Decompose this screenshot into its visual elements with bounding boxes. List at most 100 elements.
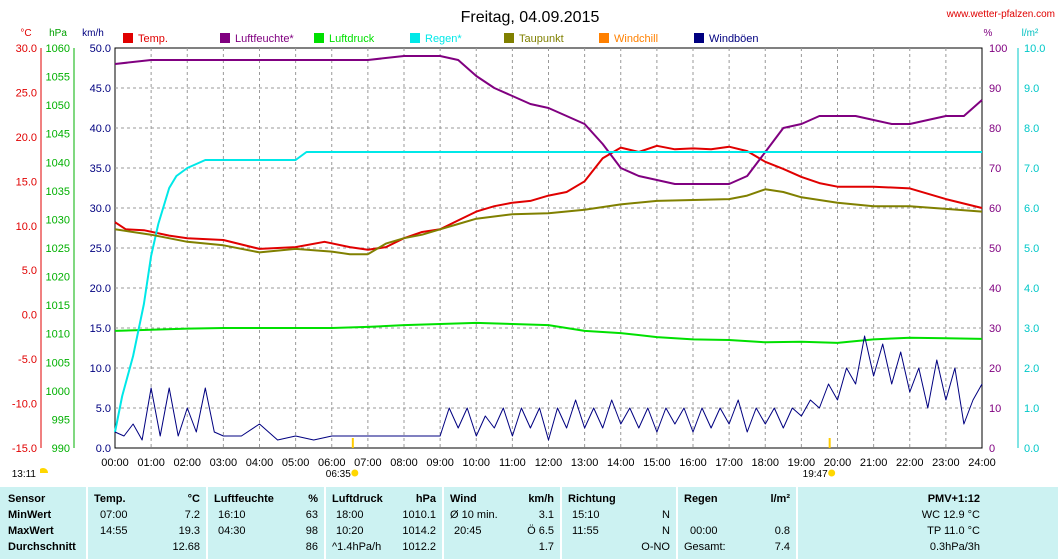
- legend-swatch: [314, 33, 324, 43]
- rain-tick-label: 5.0: [1024, 243, 1039, 255]
- time-tick-label: 03:00: [210, 457, 238, 469]
- sunset-label: 19:47: [803, 469, 828, 480]
- legend: Temp. Luftfeuchte* Luftdruck Regen* Taupunkt…: [123, 33, 759, 45]
- time-tick-label: 07:00: [354, 457, 382, 469]
- press-tick-label: 1040: [46, 157, 70, 169]
- temp-tick-label: 20.0: [16, 132, 37, 144]
- hum-tick-label: 20: [989, 363, 1001, 375]
- dir-min-time: 15:10: [572, 509, 600, 521]
- temp-tick-label: -10.0: [12, 399, 37, 411]
- time-tick-label: 24:00: [968, 457, 996, 469]
- rain-tick-label: 0.0: [1024, 443, 1039, 455]
- series-line-luftfeuchte: [114, 55, 983, 185]
- hum-min: 63: [305, 509, 318, 521]
- time-tick-label: 22:00: [896, 457, 924, 469]
- row-label-min: MinWert: [8, 509, 52, 521]
- pmv-dewpoint: TP 11.0 °C: [927, 525, 980, 537]
- hum-tick-label: 100: [989, 43, 1007, 55]
- hum-tick-label: 40: [989, 283, 1001, 295]
- press-tick-label: 1025: [46, 243, 70, 255]
- series-line-temp: [114, 144, 983, 251]
- rain-tick-label: 9.0: [1024, 83, 1039, 95]
- hum-tick-label: 30: [989, 323, 1001, 335]
- time-tick-label: 09:00: [426, 457, 454, 469]
- temp-tick-label: 10.0: [16, 221, 37, 233]
- wind-tick-label: 40.0: [90, 123, 111, 135]
- sun-markers: 06:35 19:47 13:11: [12, 438, 836, 480]
- temp-min: 7.2: [184, 509, 200, 521]
- x-axis: 00:00 01:00 02:00 03:00 04:00 05:00 06:00 07:00…: [101, 457, 996, 469]
- time-tick-label: 00:00: [101, 457, 129, 469]
- press-tick-label: 1050: [46, 100, 70, 112]
- sunrise-label: 06:35: [326, 469, 351, 480]
- pmv-header: PMV+1:12: [927, 493, 980, 505]
- temp-tick-label: 5.0: [22, 265, 37, 277]
- wind-min: 3.1: [538, 509, 554, 521]
- wind-tick-label: 20.0: [90, 283, 111, 295]
- unit-label: °C: [20, 28, 31, 39]
- press-tick-label: 1005: [46, 357, 70, 369]
- time-tick-label: 21:00: [860, 457, 888, 469]
- wind-tick-label: 35.0: [90, 163, 111, 175]
- hum-avg: 86: [305, 541, 318, 553]
- series-line-taupunkt: [114, 188, 983, 256]
- sunrise-icon: [351, 469, 359, 477]
- legend-label: Regen*: [425, 33, 462, 45]
- time-tick-label: 19:00: [788, 457, 816, 469]
- wind-max: Ö 6.5: [527, 525, 554, 537]
- hum-header: Luftfeuchte: [214, 493, 274, 505]
- hum-max-time: 04:30: [218, 525, 246, 537]
- temp-tick-label: -15.0: [12, 443, 37, 455]
- rain-tick-label: 2.0: [1024, 363, 1039, 375]
- temp-tick-label: 30.0: [16, 43, 37, 55]
- time-tick-label: 05:00: [282, 457, 310, 469]
- axis-unit-labels: °C hPa km/h% l/m²: [20, 28, 1039, 39]
- site-link[interactable]: www.wetter-pfalzen.com: [946, 9, 1055, 20]
- press-header: Luftdruck: [332, 493, 383, 505]
- press-unit: hPa: [415, 493, 436, 505]
- time-tick-label: 11:00: [499, 457, 526, 469]
- press-tick-label: 1055: [46, 72, 70, 84]
- dir-min: N: [662, 509, 670, 521]
- rain-tick-label: 8.0: [1024, 123, 1039, 135]
- series-line-windben: [114, 335, 983, 441]
- temp-tick-label: 15.0: [16, 176, 37, 188]
- press-tick-label: 1015: [46, 300, 70, 312]
- wind-tick-label: 50.0: [90, 43, 111, 55]
- wind-tick-label: 25.0: [90, 243, 111, 255]
- sunset-icon: [828, 469, 836, 477]
- hum-tick-label: 70: [989, 163, 1001, 175]
- rain-tick-label: 7.0: [1024, 163, 1039, 175]
- time-tick-label: 10:00: [462, 457, 490, 469]
- unit-label: %: [984, 28, 993, 39]
- time-tick-label: 13:00: [571, 457, 599, 469]
- press-max: 1014.2: [402, 525, 436, 537]
- time-tick-label: 08:00: [390, 457, 418, 469]
- rain-max-time: 00:00: [690, 525, 718, 537]
- dir-header: Richtung: [568, 493, 616, 505]
- unit-label: l/m²: [1022, 28, 1039, 39]
- temp-tick-label: 25.0: [16, 87, 37, 99]
- series-lines: [114, 55, 983, 441]
- rain-max: 0.8: [774, 525, 790, 537]
- temp-header: Temp.: [94, 493, 126, 505]
- temp-avg: 12.68: [172, 541, 200, 553]
- hum-min-time: 16:10: [218, 509, 246, 521]
- press-max-time: 10:20: [336, 525, 364, 537]
- temp-tick-label: -5.0: [18, 354, 37, 366]
- wind-tick-label: 45.0: [90, 83, 111, 95]
- press-tick-label: 1010: [46, 329, 70, 341]
- legend-swatch: [504, 33, 514, 43]
- wind-unit: km/h: [528, 493, 554, 505]
- rain-tick-label: 4.0: [1024, 283, 1039, 295]
- hum-tick-label: 50: [989, 243, 1001, 255]
- legend-label: Taupunkt: [519, 33, 564, 45]
- grid: [114, 47, 983, 449]
- press-tick-label: 995: [52, 414, 70, 426]
- press-tick-label: 1035: [46, 186, 70, 198]
- hum-max: 98: [305, 525, 318, 537]
- temp-min-time: 07:00: [100, 509, 128, 521]
- dir-max-time: 11:55: [572, 525, 599, 537]
- rain-unit: l/m²: [770, 493, 790, 505]
- y-axes: 30.0 25.0 20.0 15.0 10.0 5.0 0.0 -5.0 -10.0 -15.0…: [12, 43, 1046, 455]
